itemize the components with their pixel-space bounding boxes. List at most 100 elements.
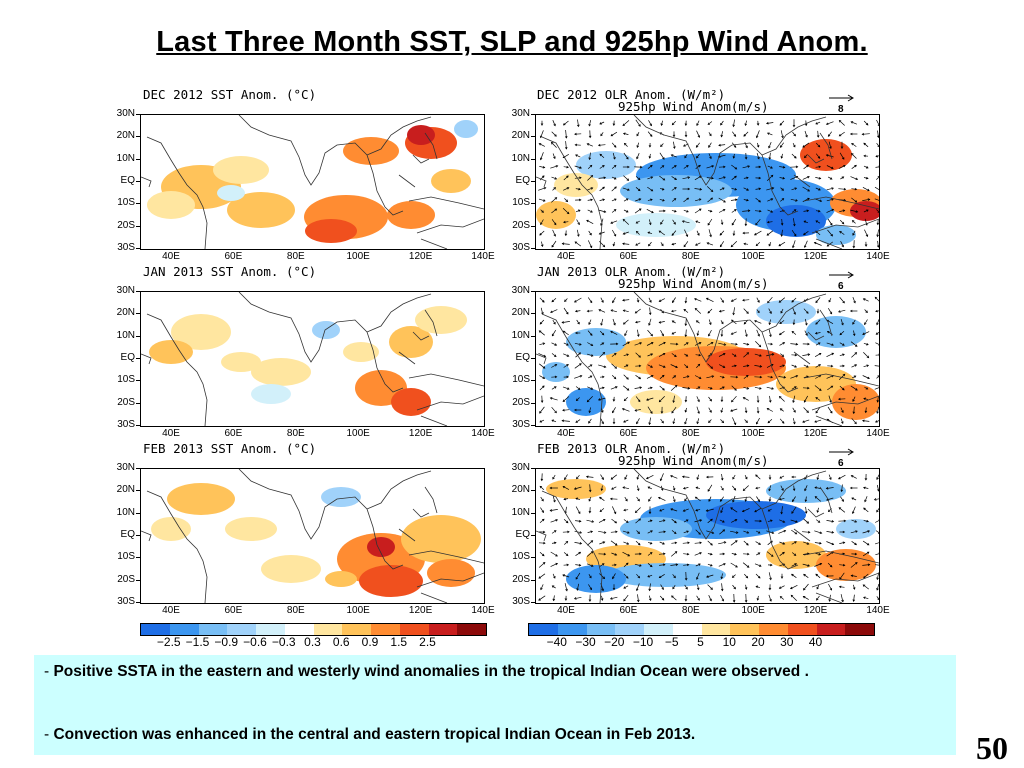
- wind-vector-head: [634, 409, 638, 412]
- wind-vector: [624, 474, 628, 480]
- wind-vector: [539, 342, 545, 346]
- coastline: [536, 292, 879, 426]
- wind-vector-head: [562, 574, 565, 577]
- wind-vector: [731, 218, 737, 226]
- wind-vector-head: [541, 498, 544, 502]
- wind-vector-head: [697, 399, 700, 403]
- latitude-label: 30N: [116, 462, 135, 473]
- wind-vector-head: [778, 586, 782, 589]
- latitude-label: 20S: [512, 396, 530, 408]
- wind-vector: [827, 562, 833, 568]
- wind-vector: [718, 154, 726, 158]
- wind-vector-head: [732, 312, 735, 316]
- wind-vector-head: [574, 331, 578, 335]
- wind-vector-head: [542, 562, 546, 565]
- wind-vector: [588, 496, 592, 502]
- wind-vector: [623, 541, 629, 545]
- wind-vector: [719, 187, 725, 191]
- wind-vector-head: [539, 485, 543, 489]
- wind-vector-head: [603, 552, 607, 556]
- wind-vector-head: [710, 543, 713, 546]
- wind-vector-head: [867, 530, 871, 533]
- wind-vector: [791, 209, 797, 213]
- wind-vector-head: [566, 175, 569, 179]
- wind-vector: [731, 385, 737, 391]
- latitude-label: 20N: [116, 130, 135, 142]
- wind-vector: [792, 395, 796, 403]
- wind-vector-head: [841, 176, 845, 179]
- wind-vector-head: [588, 322, 591, 326]
- wind-vector-head: [780, 310, 783, 314]
- wind-vector: [539, 518, 545, 524]
- wind-vector-head: [648, 145, 652, 148]
- wind-vector: [743, 540, 749, 546]
- wind-vector-head: [722, 520, 725, 523]
- wind-vector-head: [779, 123, 783, 126]
- wind-vector-head: [541, 510, 544, 513]
- wind-vector-head: [639, 386, 643, 389]
- axis-tick: [531, 313, 535, 315]
- wind-vector-head: [685, 354, 689, 357]
- wind-vector-head: [841, 322, 844, 326]
- wind-vector-head: [561, 419, 565, 423]
- wind-vector-head: [662, 542, 665, 545]
- wind-vector: [695, 198, 701, 202]
- wind-vector-head: [672, 421, 676, 425]
- wind-vector-head: [778, 300, 782, 303]
- wind-vector: [865, 407, 867, 413]
- wind-vector: [562, 243, 570, 245]
- wind-vector-head: [780, 234, 784, 237]
- wind-vector: [637, 297, 639, 303]
- wind-vector: [730, 562, 738, 568]
- wind-vector: [683, 165, 689, 169]
- wind-vector: [671, 198, 677, 202]
- wind-vector-head: [600, 133, 603, 137]
- wind-vector-head: [590, 540, 594, 543]
- wind-vector-head: [768, 322, 772, 326]
- wind-vector: [539, 319, 545, 325]
- wind-vector-head: [648, 511, 652, 515]
- colorbar-label: −40: [546, 635, 567, 649]
- wind-vector-head: [839, 230, 842, 234]
- colorbar-swatch: [457, 624, 486, 635]
- wind-vector: [718, 197, 726, 203]
- wind-vector: [769, 319, 771, 325]
- wind-vector-head: [734, 388, 737, 391]
- wind-vector: [862, 186, 870, 192]
- wind-vector-head: [863, 154, 866, 158]
- wind-vector-head: [778, 332, 782, 336]
- wind-vector: [863, 364, 869, 368]
- wind-vector: [634, 342, 642, 346]
- wind-vector-head: [747, 209, 751, 213]
- map-canvas: [536, 115, 879, 249]
- wind-vector-head: [575, 154, 578, 157]
- wind-vector: [649, 417, 651, 425]
- wind-vector-head: [600, 323, 603, 326]
- wind-vector-head: [648, 598, 652, 602]
- wind-vector-head: [575, 497, 579, 501]
- axis-tick: [531, 114, 535, 115]
- wind-vector: [623, 594, 629, 602]
- wind-vector-head: [818, 165, 822, 169]
- wind-vector-head: [626, 377, 629, 380]
- wind-vector: [742, 165, 750, 169]
- wind-vector: [598, 530, 606, 534]
- wind-vector-head: [838, 310, 841, 313]
- axis-tick: [136, 225, 140, 227]
- wind-vector-head: [723, 200, 726, 203]
- wind-vector: [611, 142, 617, 148]
- wind-vector-head: [609, 497, 613, 501]
- wind-vector-head: [685, 234, 689, 238]
- anomaly-region: [221, 352, 261, 372]
- axis-tick: [531, 136, 535, 138]
- wind-vector-head: [686, 375, 690, 378]
- wind-vector: [850, 176, 858, 180]
- wind-vector: [838, 507, 846, 513]
- wind-vector-head: [804, 488, 807, 492]
- wind-vector-head: [819, 199, 823, 203]
- wind-vector-head: [791, 475, 794, 479]
- wind-vector: [877, 240, 879, 248]
- wind-vector-head: [671, 332, 675, 335]
- wind-vector-head: [815, 300, 818, 304]
- wind-vector-head: [636, 300, 640, 303]
